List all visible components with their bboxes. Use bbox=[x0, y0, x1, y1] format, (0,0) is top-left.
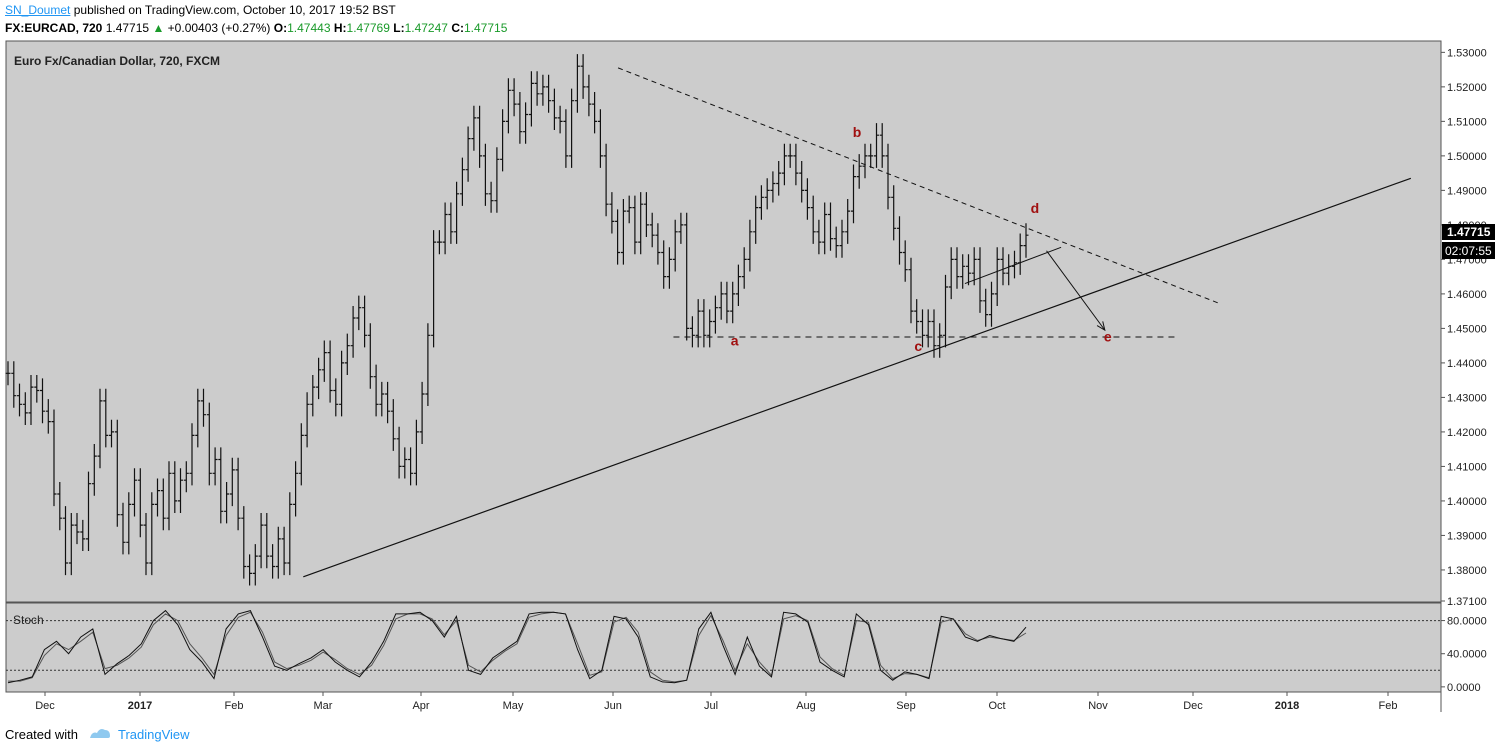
price-tick-label: 1.39000 bbox=[1447, 530, 1487, 542]
author-link[interactable]: SN_Doumet bbox=[5, 3, 71, 17]
last-price-badge: 1.47715 bbox=[1442, 224, 1495, 240]
time-tick-label: Jul bbox=[704, 700, 718, 712]
time-tick-label: Oct bbox=[988, 700, 1005, 712]
wave-d-leg bbox=[964, 246, 1062, 285]
price-tick-label: 1.50000 bbox=[1447, 151, 1487, 163]
created-with-text: Created with bbox=[5, 727, 78, 742]
price-tick-label: 1.43000 bbox=[1447, 392, 1487, 404]
low-label: L: bbox=[393, 21, 405, 35]
projection-arrow bbox=[1046, 250, 1106, 331]
low-value: 1.47247 bbox=[404, 21, 448, 35]
wave-label-e: e bbox=[1104, 329, 1112, 345]
stoch-k-line bbox=[7, 609, 1027, 684]
open-value: 1.47443 bbox=[287, 21, 331, 35]
wave-label-c: c bbox=[914, 338, 922, 354]
last-price-label: 1.47715 bbox=[1447, 225, 1491, 239]
price-tick-label: 1.45000 bbox=[1447, 323, 1487, 335]
projection-arrow-head-icon bbox=[1096, 321, 1106, 332]
stoch-axis: 80.0000 40.0000 0.0000 bbox=[1441, 616, 1487, 694]
price-tick-label: 1.53000 bbox=[1447, 47, 1487, 59]
symbol-info-line: FX:EURCAD, 720 1.47715 ▲ +0.00403 (+0.27… bbox=[5, 21, 507, 35]
open-label: O: bbox=[273, 21, 288, 35]
time-tick-label: Dec bbox=[35, 700, 55, 712]
published-text: published on TradingView.com, October 10… bbox=[73, 3, 396, 17]
stoch-tick-label: 40.0000 bbox=[1447, 649, 1487, 661]
time-tick-label: 2018 bbox=[1275, 700, 1299, 712]
price-tick-label: 1.38000 bbox=[1447, 565, 1487, 577]
close-value: 1.47715 bbox=[463, 21, 508, 35]
countdown-badge: 02:07:55 bbox=[1442, 242, 1495, 259]
tradingview-logo-icon[interactable] bbox=[88, 726, 112, 743]
time-tick-label: Aug bbox=[796, 700, 816, 712]
price-tick-label: 1.40000 bbox=[1447, 496, 1487, 508]
chart-title: Euro Fx/Canadian Dollar, 720, FXCM bbox=[14, 54, 220, 68]
time-tick-label: May bbox=[503, 700, 524, 712]
symbol-label: FX:EURCAD, 720 bbox=[5, 21, 103, 35]
time-axis: Dec 2017 Feb Mar Apr May Jun Jul Aug Sep Oct Nov Dec… bbox=[35, 692, 1397, 712]
change-text: +0.00403 (+0.27%) bbox=[167, 21, 271, 35]
countdown-label: 02:07:55 bbox=[1445, 244, 1492, 258]
stoch-d-line bbox=[8, 611, 1027, 683]
change-arrow-icon: ▲ bbox=[152, 21, 165, 35]
footer: Created with TradingView bbox=[5, 726, 190, 743]
high-value: 1.47769 bbox=[346, 21, 390, 35]
price-tick-label: 1.52000 bbox=[1447, 82, 1487, 94]
price-tick-label: 1.42000 bbox=[1447, 427, 1487, 439]
publish-line: SN_Doumet published on TradingView.com, … bbox=[5, 3, 396, 17]
wave-labels: a b c d e bbox=[731, 124, 1112, 354]
time-tick-label: Nov bbox=[1088, 700, 1108, 712]
time-tick-label: 2017 bbox=[128, 700, 152, 712]
price-tick-label: 1.37100 bbox=[1447, 596, 1487, 608]
tradingview-link[interactable]: TradingView bbox=[117, 727, 190, 742]
time-tick-label: Mar bbox=[314, 700, 333, 712]
last-price-text: 1.47715 bbox=[105, 21, 150, 35]
main-pane[interactable] bbox=[5, 40, 1442, 603]
close-label: C: bbox=[451, 21, 464, 35]
trendlines bbox=[303, 67, 1412, 578]
stoch-title: Stoch bbox=[13, 613, 44, 627]
price-tick-label: 1.41000 bbox=[1447, 461, 1487, 473]
price-tick-label: 1.49000 bbox=[1447, 185, 1487, 197]
wave-label-b: b bbox=[853, 124, 862, 140]
stoch-series bbox=[6, 609, 1440, 684]
stoch-tick-label: 80.0000 bbox=[1447, 616, 1487, 628]
time-tick-label: Apr bbox=[412, 700, 429, 712]
time-tick-label: Feb bbox=[225, 700, 244, 712]
time-tick-label: Jun bbox=[604, 700, 622, 712]
stoch-tick-label: 0.0000 bbox=[1447, 682, 1481, 694]
time-tick-label: Dec bbox=[1183, 700, 1203, 712]
time-tick-label: Sep bbox=[896, 700, 916, 712]
high-label: H: bbox=[333, 21, 347, 35]
price-tick-label: 1.44000 bbox=[1447, 358, 1487, 370]
wave-label-a: a bbox=[731, 333, 739, 349]
wave-label-d: d bbox=[1031, 200, 1040, 216]
price-tick-label: 1.46000 bbox=[1447, 289, 1487, 301]
price-axis: 1.530001.520001.510001.500001.490001.480… bbox=[1441, 47, 1487, 608]
time-tick-label: Feb bbox=[1379, 700, 1398, 712]
price-bars bbox=[5, 54, 1029, 586]
price-tick-label: 1.51000 bbox=[1447, 116, 1487, 128]
price-series bbox=[5, 54, 1029, 586]
support-trendline bbox=[303, 177, 1412, 578]
